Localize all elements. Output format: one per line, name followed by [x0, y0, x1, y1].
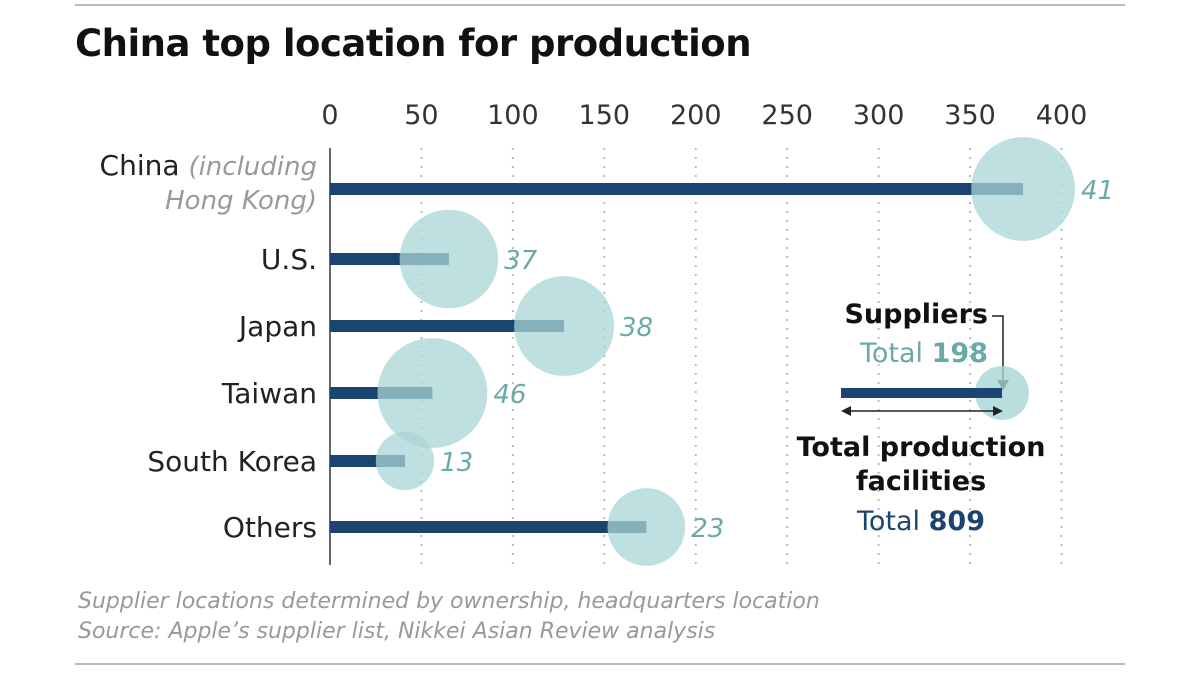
x-tick-label: 300 [853, 100, 905, 131]
supplier-count-label: 38 [620, 313, 653, 343]
supplier-count-label: 46 [493, 380, 526, 410]
category-label: Japan [237, 310, 317, 343]
legend-facilities-label: facilities [856, 466, 986, 497]
top-rule [75, 4, 1125, 6]
category-label: China (including [100, 149, 317, 182]
legend-bar [841, 388, 1002, 398]
legend-facilities-value: 809 [929, 506, 985, 537]
legend-suppliers-label: Suppliers [844, 299, 988, 330]
legend-facilities-label: Total production [797, 432, 1046, 463]
note-line-1: Supplier locations determined by ownersh… [78, 589, 820, 614]
x-tick-label: 250 [761, 100, 813, 131]
supplier-bubble [377, 338, 488, 448]
legend-arrow-left-icon [841, 406, 851, 416]
category-label: U.S. [261, 243, 317, 276]
supplier-bubble [971, 137, 1075, 241]
supplier-count-label: 41 [1081, 176, 1114, 206]
legend-arrow-right-icon [993, 406, 1003, 416]
x-tick-label: 100 [487, 100, 539, 131]
x-tick-label: 200 [670, 100, 722, 131]
supplier-bubble [399, 209, 499, 309]
legend-suppliers-total: Total 198 [859, 338, 988, 369]
supplier-bubble [375, 431, 435, 491]
bottom-rule [75, 663, 1125, 665]
supplier-bubble [514, 276, 615, 376]
x-tick-label: 150 [579, 100, 631, 131]
x-tick-label: 50 [404, 100, 438, 131]
facility-bar [330, 521, 647, 533]
chart-title: China top location for production [75, 22, 752, 65]
supplier-bubble [607, 488, 686, 566]
legend-suppliers-value: 198 [932, 338, 988, 369]
x-tick-label: 0 [321, 100, 338, 131]
category-label: Taiwan [221, 377, 317, 410]
x-tick-label: 350 [944, 100, 996, 131]
category-label: Others [223, 511, 317, 544]
legend-arrow-line [992, 315, 1004, 382]
note-line-2: Source: Apple’s supplier list, Nikkei As… [78, 619, 716, 644]
x-tick-label: 400 [1036, 100, 1088, 131]
supplier-count-label: 23 [691, 514, 724, 544]
legend-facilities-total: Total 809 [856, 506, 985, 537]
facility-bar [330, 183, 1024, 195]
category-subtitle: (including [188, 152, 317, 182]
facility-bar [330, 320, 565, 332]
category-label: South Korea [147, 445, 317, 478]
supplier-count-label: 13 [440, 448, 473, 478]
category-subtitle: Hong Kong) [165, 186, 317, 216]
supplier-count-label: 37 [504, 246, 538, 276]
